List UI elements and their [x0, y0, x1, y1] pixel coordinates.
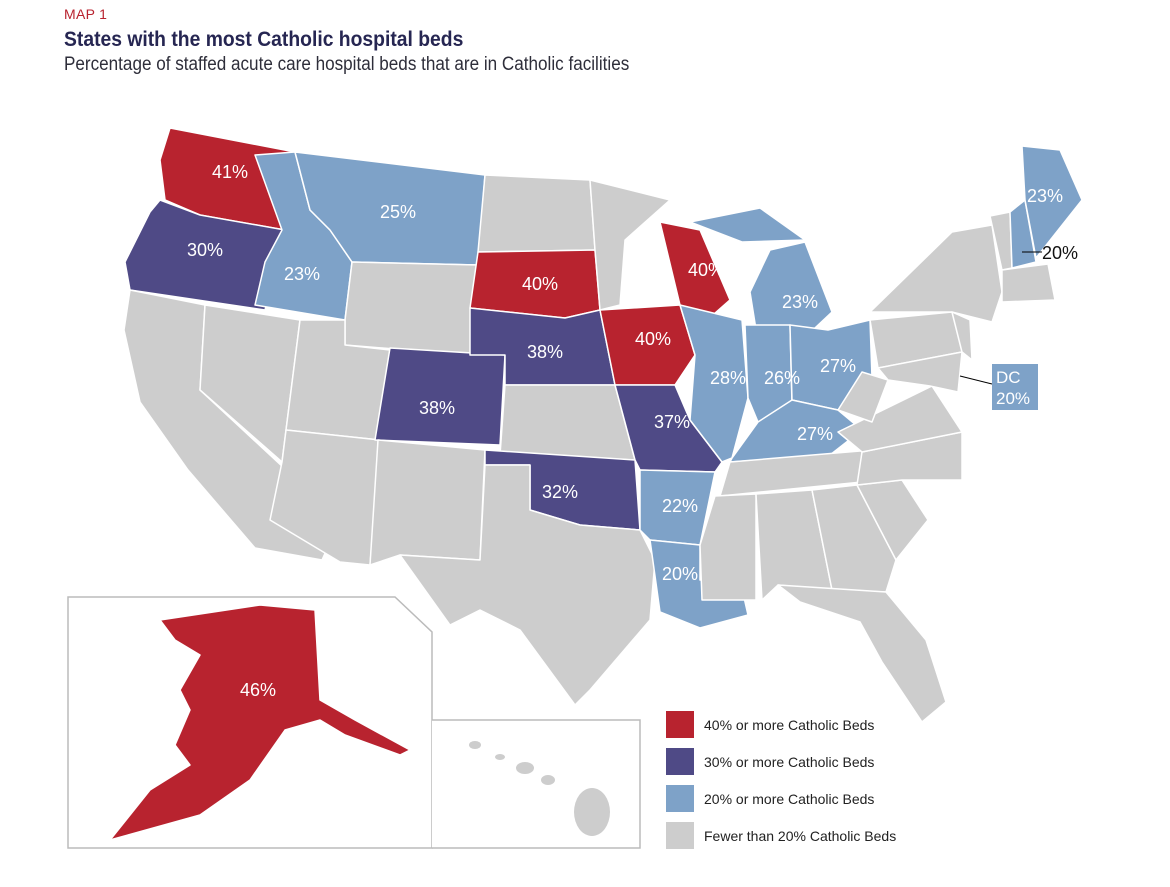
map-title: States with the most Catholic hospital b…: [64, 28, 464, 51]
legend-swatch: [666, 785, 694, 812]
state-value-mi: 23%: [782, 292, 818, 312]
state-ms: [699, 493, 757, 601]
map-subtitle: Percentage of staffed acute care hospita…: [64, 54, 630, 75]
state-ia: [599, 304, 696, 386]
state-nd: [477, 174, 596, 253]
state-value-dc: 20%: [996, 389, 1030, 408]
state-ks: [499, 384, 636, 461]
state-ny: [869, 224, 1003, 323]
state-fl: [777, 584, 947, 723]
state-mi: [689, 207, 806, 243]
state-co: [374, 347, 506, 446]
state-ky: [729, 399, 863, 463]
legend: 40% or more Catholic Beds 30% or more Ca…: [666, 706, 896, 854]
state-value-oh: 27%: [820, 356, 856, 376]
legend-item-30: 30% or more Catholic Beds: [666, 743, 896, 780]
hawaii-island: [574, 788, 610, 836]
state-wy: [344, 261, 479, 356]
state-value-ky: 27%: [797, 424, 833, 444]
state-value-nh: 20%: [1042, 243, 1078, 263]
state-value-mt: 25%: [380, 202, 416, 222]
legend-label: Fewer than 20% Catholic Beds: [704, 827, 897, 844]
state-value-me: 23%: [1027, 186, 1063, 206]
state-ga: [811, 484, 897, 593]
state-value-or: 30%: [187, 240, 223, 260]
state-value-sd: 40%: [522, 274, 558, 294]
hawaii-island: [541, 775, 555, 785]
state-value-ia: 40%: [635, 329, 671, 349]
hawaii-island: [516, 762, 534, 774]
legend-item-20: 20% or more Catholic Beds: [666, 780, 896, 817]
dc-box: [992, 364, 1038, 410]
state-value-id: 23%: [284, 264, 320, 284]
state-value-la: 20%: [662, 564, 698, 584]
dc-name: DC: [996, 368, 1021, 387]
legend-swatch: [666, 748, 694, 775]
state-value-wi: 40%: [688, 260, 724, 280]
state-value-mo: 37%: [654, 412, 690, 432]
state-nh: [1009, 199, 1037, 269]
state-mo: [614, 384, 723, 473]
state-value-ar: 22%: [662, 496, 698, 516]
hawaii-inset-box: [432, 719, 641, 849]
state-value-co: 38%: [419, 398, 455, 418]
hawaii-island: [495, 754, 505, 760]
legend-swatch: [666, 822, 694, 849]
state-value-il: 28%: [710, 368, 746, 388]
state-mn: [589, 179, 671, 311]
state-ne2: [1001, 263, 1056, 303]
state-value-in: 26%: [764, 368, 800, 388]
state-value-ne: 38%: [527, 342, 563, 362]
state-me: [1021, 145, 1083, 259]
state-tx: [399, 464, 656, 706]
legend-item-40: 40% or more Catholic Beds: [666, 706, 896, 743]
state-ak: [109, 604, 411, 841]
state-nj: [951, 311, 973, 361]
legend-item-other: Fewer than 20% Catholic Beds: [666, 817, 896, 854]
state-value-wa: 41%: [212, 162, 248, 182]
map-number: MAP 1: [64, 6, 108, 22]
legend-label: 30% or more Catholic Beds: [704, 753, 875, 770]
state-il: [679, 304, 749, 463]
hawaii-island: [469, 741, 481, 749]
state-md: [877, 351, 963, 393]
state-wi: [659, 221, 731, 323]
state-value-ak: 46%: [240, 680, 276, 700]
dc-leader-line: [959, 375, 993, 385]
legend-label: 20% or more Catholic Beds: [704, 790, 875, 807]
legend-label: 40% or more Catholic Beds: [704, 716, 875, 733]
legend-swatch: [666, 711, 694, 738]
state-or: [124, 199, 286, 311]
state-value-ok: 32%: [542, 482, 578, 502]
state-va: [837, 385, 963, 453]
state-nm: [369, 439, 486, 566]
